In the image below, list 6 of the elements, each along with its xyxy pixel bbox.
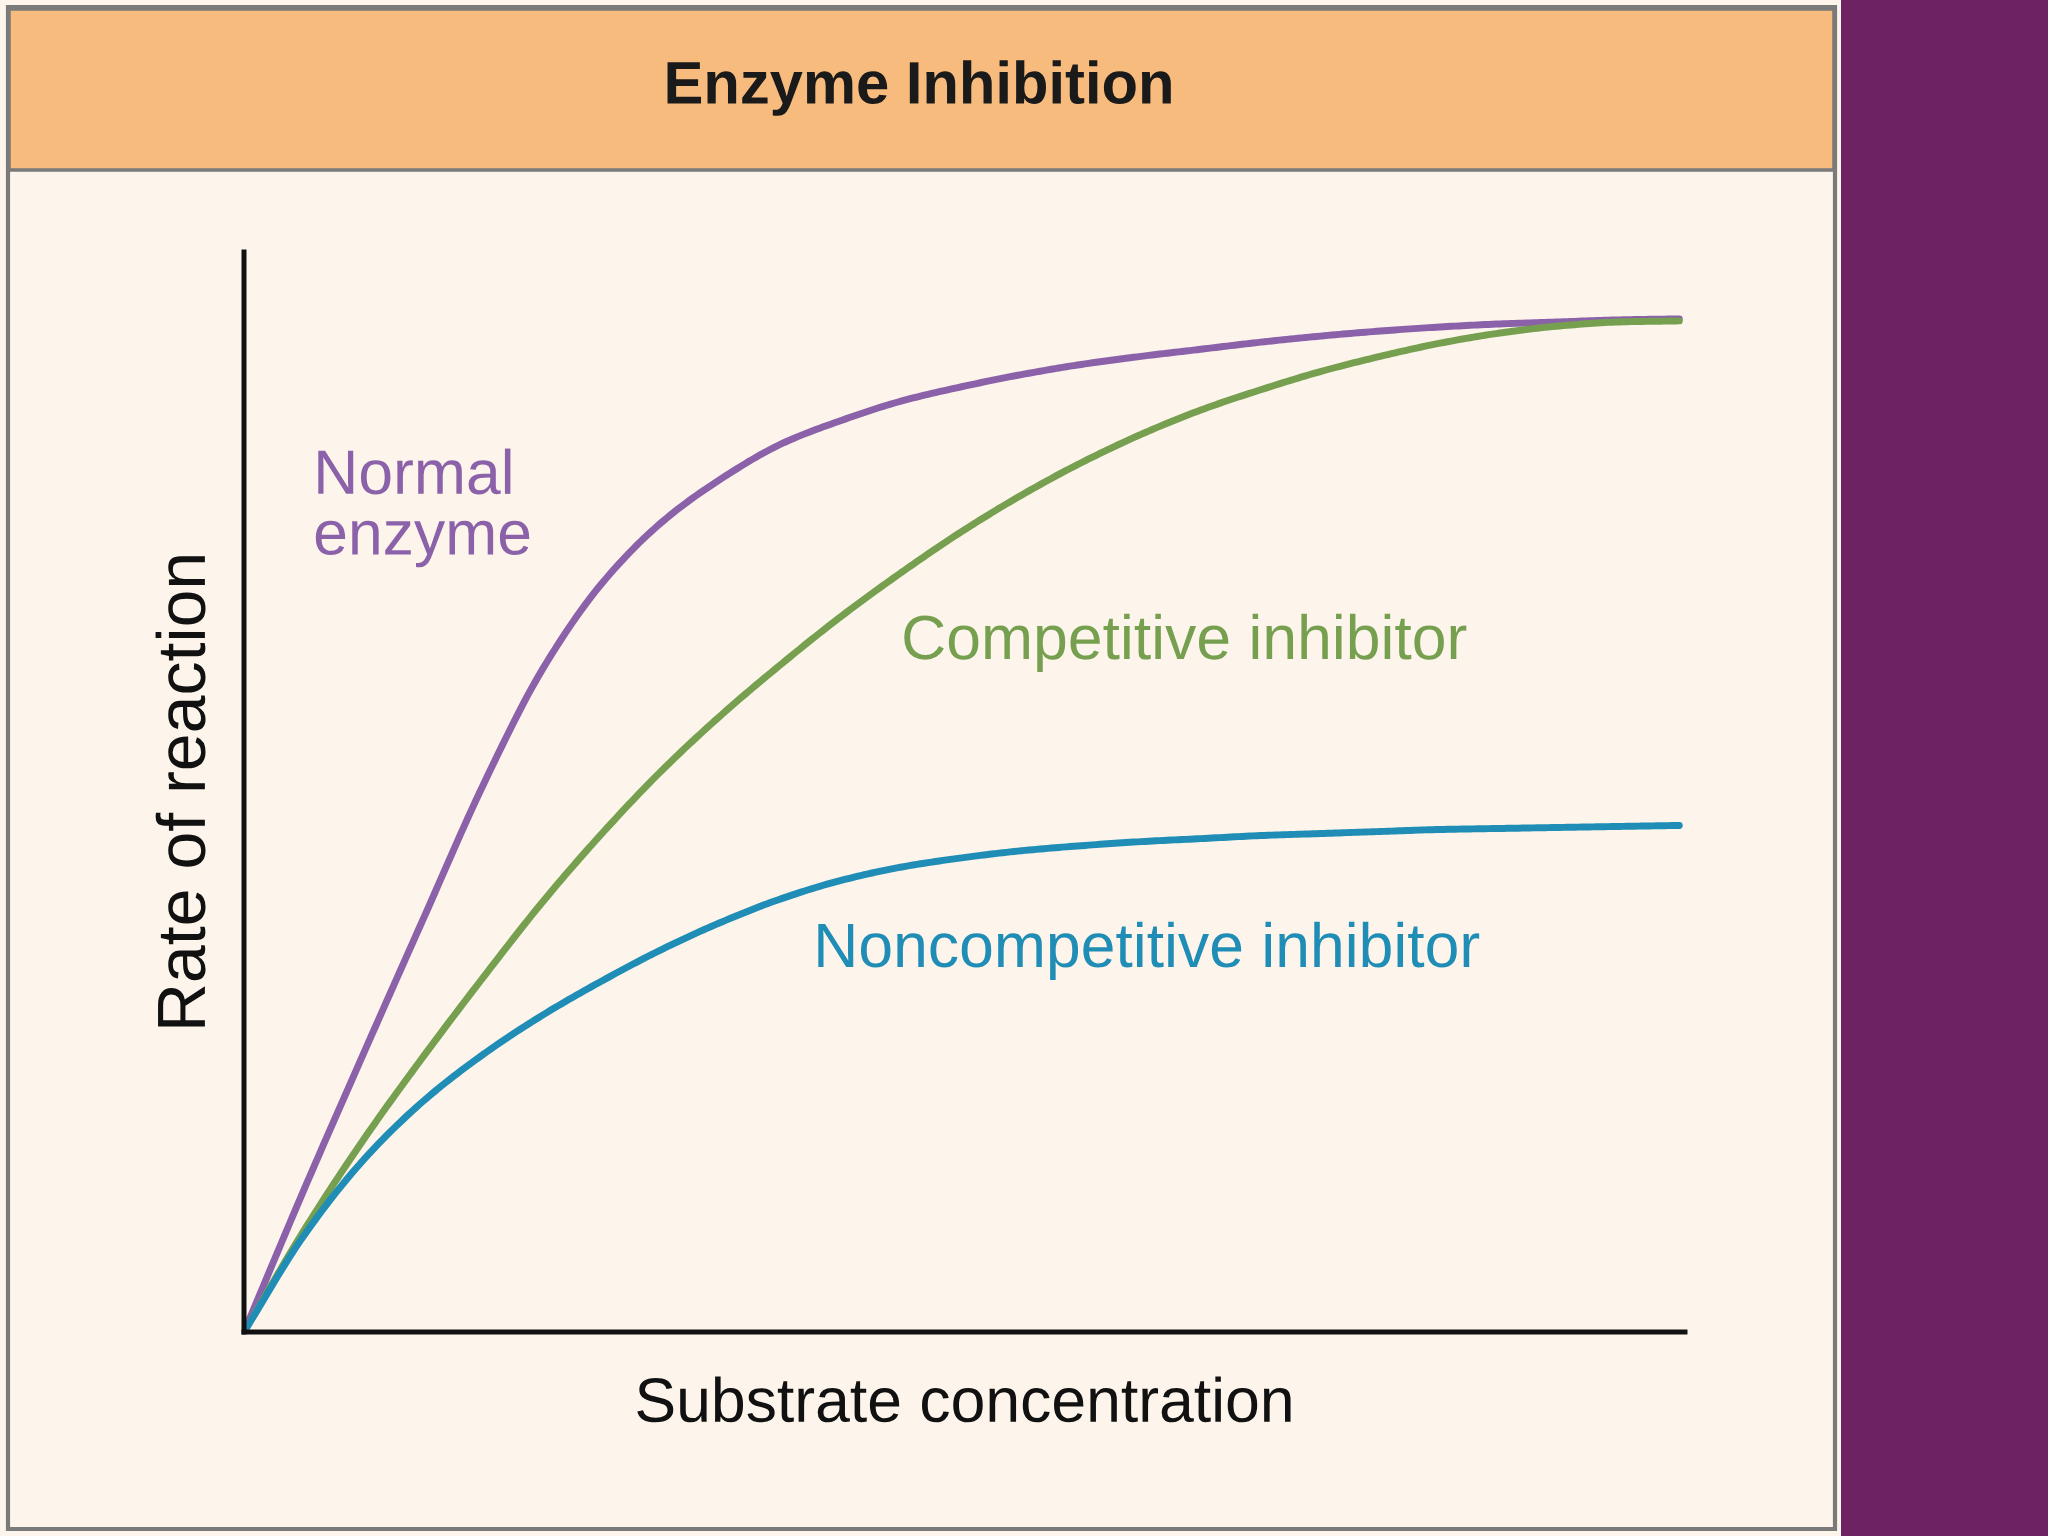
x-axis-title: Substrate concentration (637, 1376, 1291, 1423)
series-label: Competitive inhibitor (904, 613, 1467, 673)
y-axis-title: Rate of reaction (155, 556, 206, 1027)
series-label: Normal enzyme (315, 448, 530, 568)
series-label: Noncompetitive inhibitor (818, 921, 1480, 980)
chart-title: Enzyme Inhibition (667, 60, 1171, 116)
